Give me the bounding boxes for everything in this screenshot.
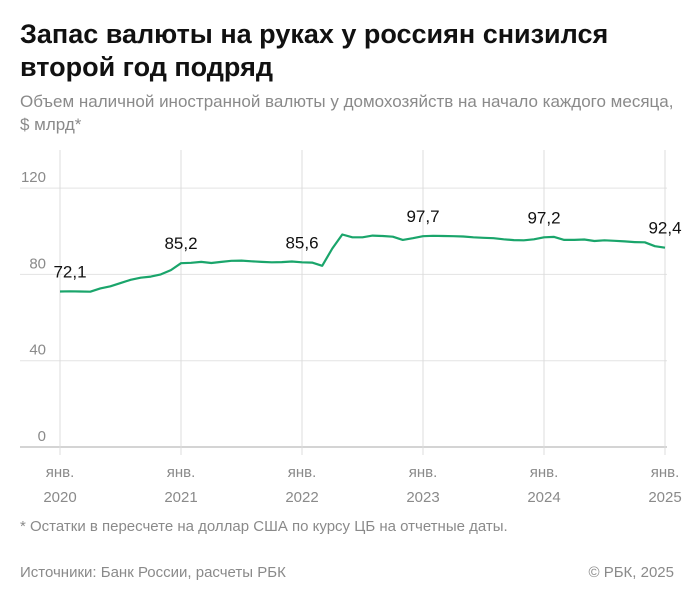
value-label: 85,6 bbox=[285, 233, 318, 252]
y-tick-label: 120 bbox=[21, 169, 46, 186]
y-tick-label: 40 bbox=[29, 342, 46, 359]
x-tick-label: янв. 2025 bbox=[648, 464, 682, 506]
value-label: 72,1 bbox=[53, 262, 86, 281]
y-tick-label: 0 bbox=[38, 428, 46, 445]
x-tick-label: янв. 2020 bbox=[43, 464, 77, 506]
x-tick-label: янв. 2022 bbox=[285, 464, 319, 506]
chart-title: Запас валюты на руках у россиян снизился… bbox=[20, 19, 609, 82]
line bbox=[59, 233, 666, 293]
footnote: * Остатки в пересчете на доллар США по к… bbox=[20, 518, 508, 535]
value-label: 92,4 bbox=[648, 219, 681, 238]
chart-subtitle: Объем наличной иностранной валюты у домо… bbox=[20, 92, 674, 134]
value-label: 97,2 bbox=[527, 208, 560, 227]
value-label: 97,7 bbox=[406, 207, 439, 226]
x-tick-label: янв. 2024 bbox=[527, 464, 561, 506]
copyright: © РБК, 2025 bbox=[588, 564, 674, 581]
source: Источники: Банк России, расчеты РБК bbox=[20, 564, 286, 581]
x-tick-label: янв. 2021 bbox=[164, 464, 198, 506]
x-tick-label: янв. 2023 bbox=[406, 464, 440, 506]
value-label: 85,2 bbox=[164, 234, 197, 253]
y-tick-label: 80 bbox=[29, 255, 46, 272]
